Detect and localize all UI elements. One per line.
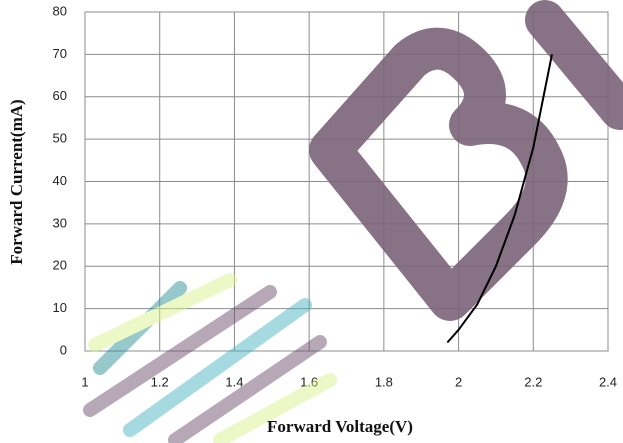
watermark-s (525, 0, 623, 130)
watermark-b (309, 27, 568, 321)
x-tick-label: 1.4 (225, 374, 243, 389)
y-tick-label: 60 (53, 88, 67, 103)
x-tick-label: 2 (455, 374, 462, 389)
y-tick-label: 50 (53, 131, 67, 146)
y-axis-title: Forward Current(mA) (7, 99, 26, 264)
x-tick-label: 2.4 (599, 374, 617, 389)
y-tick-label: 30 (53, 215, 67, 230)
x-tick-label: 1.2 (151, 374, 169, 389)
x-tick-label: 2.2 (524, 374, 542, 389)
x-axis-title: Forward Voltage(V) (267, 417, 413, 436)
y-tick-label: 70 (53, 46, 67, 61)
data-line (446, 54, 553, 344)
x-tick-label: 1 (81, 374, 88, 389)
y-tick-label: 80 (53, 3, 67, 18)
x-tick-label: 1.6 (300, 374, 318, 389)
y-tick-label: 10 (53, 300, 67, 315)
y-tick-label: 0 (60, 342, 67, 357)
y-tick-label: 40 (53, 173, 67, 188)
watermark-stripes (83, 273, 337, 443)
x-tick-label: 1.8 (375, 374, 393, 389)
watermark (83, 0, 623, 443)
y-tick-label: 20 (53, 258, 67, 273)
